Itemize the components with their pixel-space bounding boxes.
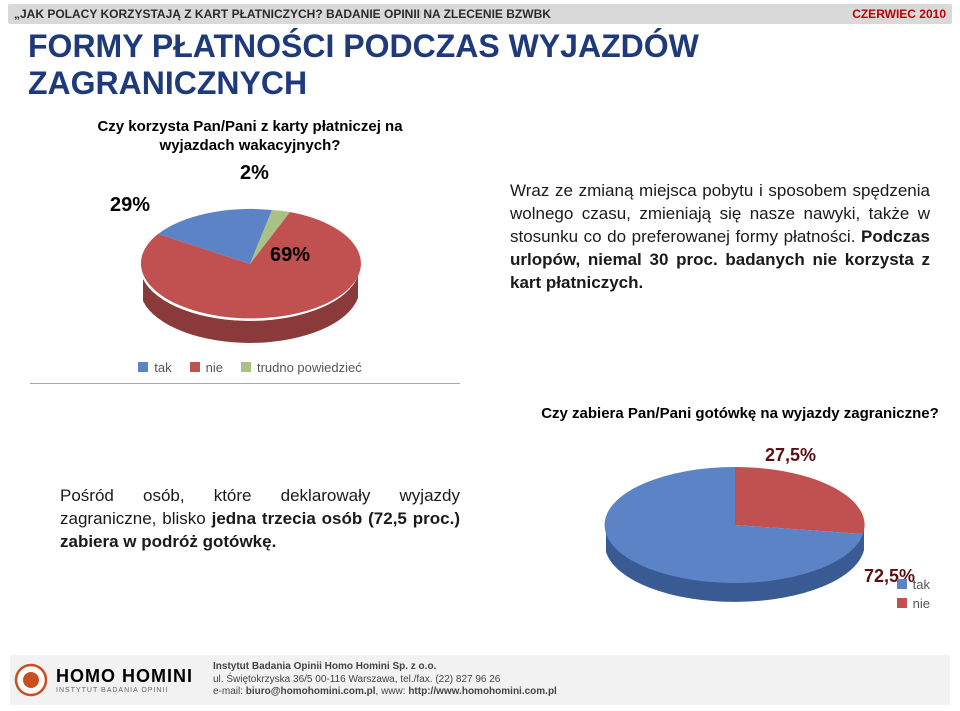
paragraph-habits: Wraz ze zmianą miejsca pobytu i sposobem… [510, 180, 930, 295]
legend-item-tak: tak [138, 360, 171, 375]
footer-address: Instytut Badania Opinii Homo Homini Sp. … [213, 661, 557, 699]
header-study: „JAK POLACY KORZYSTAJĄ Z KART PŁATNICZYC… [14, 7, 551, 21]
footer-brand-sub: INSTYTUT BADANIA OPINII [56, 687, 193, 694]
footer-logo: HOMO HOMINI INSTYTUT BADANIA OPINII [10, 663, 193, 697]
legend-label: nie [206, 360, 223, 375]
footer-line3b: biuro@homohomini.com.pl [246, 686, 376, 697]
legend-item-nie2: nie [897, 596, 930, 611]
chart1-pie: 29% 2% 69% [100, 164, 400, 354]
legend-item-tak2: tak [897, 577, 930, 592]
pie-icon [570, 430, 910, 605]
legend-item-trudno: trudno powiedzieć [241, 360, 362, 375]
chart1-usage: Czy korzysta Pan/Pani z karty płatniczej… [60, 118, 440, 384]
legend-item-nie: nie [190, 360, 223, 375]
chart1-legend: tak nie trudno powiedzieć [60, 360, 440, 375]
chart2-pie: 27,5% 72,5% tak nie [570, 430, 910, 605]
footer-brand-wrap: HOMO HOMINI INSTYTUT BADANIA OPINII [56, 666, 193, 694]
swatch-icon [241, 362, 251, 372]
swatch-icon [190, 362, 200, 372]
legend-label: nie [913, 596, 930, 611]
legend-label: tak [154, 360, 171, 375]
legend-label: tak [913, 577, 930, 592]
chart2-pct-nie: 27,5% [765, 445, 816, 466]
pie-icon [100, 164, 400, 354]
chart2-legend: tak nie [897, 577, 930, 615]
page-title: FORMY PŁATNOŚCI PODCZAS WYJAZDÓW ZAGRANI… [28, 28, 940, 102]
swatch-icon [897, 579, 907, 589]
footer-line3c: , www: [376, 686, 409, 697]
chart1-pct-trudno: 2% [240, 162, 269, 185]
chart1-pct-nie: 69% [270, 244, 310, 267]
swatch-icon [897, 598, 907, 608]
logo-icon [14, 663, 48, 697]
swatch-icon [138, 362, 148, 372]
footer-line3a: e-mail: [213, 686, 246, 697]
chart1-pct-tak: 29% [110, 194, 150, 217]
chart2-title: Czy zabiera Pan/Pani gotówkę na wyjazdy … [540, 405, 940, 424]
chart2-cash: Czy zabiera Pan/Pani gotówkę na wyjazdy … [540, 405, 940, 605]
chart1-title: Czy korzysta Pan/Pani z karty płatniczej… [60, 118, 440, 156]
header-bar: „JAK POLACY KORZYSTAJĄ Z KART PŁATNICZYC… [8, 4, 952, 24]
footer-line3: e-mail: biuro@homohomini.com.pl, www: ht… [213, 686, 557, 699]
footer-line3d: http://www.homohomini.com.pl [408, 686, 557, 697]
footer: HOMO HOMINI INSTYTUT BADANIA OPINII Inst… [10, 655, 950, 705]
header-date: CZERWIEC 2010 [852, 7, 946, 21]
paragraph-cash: Pośród osób, które deklarowały wyjazdy z… [60, 485, 460, 554]
chart1-divider [30, 383, 460, 384]
legend-label: trudno powiedzieć [257, 360, 362, 375]
footer-line2: ul. Świętokrzyska 36/5 00-116 Warszawa, … [213, 674, 557, 687]
footer-brand: HOMO HOMINI [56, 666, 193, 687]
footer-line1: Instytut Badania Opinii Homo Homini Sp. … [213, 661, 436, 672]
